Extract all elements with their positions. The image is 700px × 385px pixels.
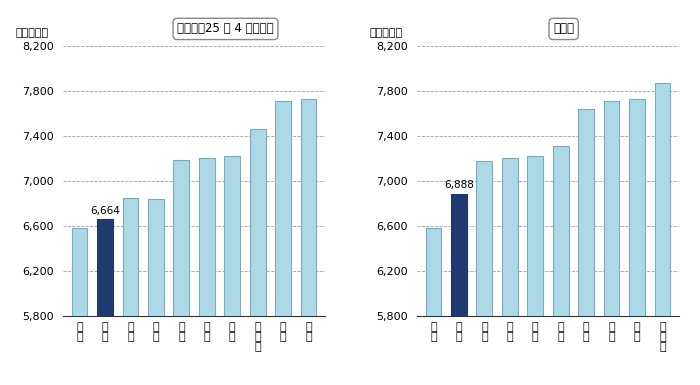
- Bar: [148, 199, 164, 316]
- Bar: [199, 159, 215, 316]
- Text: 沖
縄: 沖 縄: [280, 322, 286, 342]
- Text: 九
州: 九 州: [456, 322, 462, 342]
- Text: 東
北: 東 北: [583, 322, 589, 342]
- Text: 中
国: 中 国: [229, 322, 236, 342]
- Text: 旧料金（25 年 4 月以前）: 旧料金（25 年 4 月以前）: [177, 22, 274, 35]
- Bar: [603, 101, 620, 316]
- Text: 北
海
道: 北 海 道: [659, 322, 666, 352]
- Bar: [71, 228, 88, 316]
- Text: 関
西: 関 西: [127, 322, 134, 342]
- Text: 関
西: 関 西: [557, 322, 564, 342]
- Bar: [224, 156, 240, 316]
- Text: 北
陸: 北 陸: [430, 322, 437, 342]
- Text: 四
国: 四 国: [153, 322, 159, 342]
- Text: 6,664: 6,664: [90, 206, 120, 216]
- Bar: [122, 198, 139, 316]
- Bar: [426, 228, 441, 316]
- Text: 中
部: 中 部: [204, 322, 210, 342]
- Text: 新料金: 新料金: [553, 22, 574, 35]
- Text: 東
北: 東 北: [178, 322, 185, 342]
- Bar: [629, 99, 645, 316]
- Bar: [578, 109, 594, 316]
- Bar: [97, 219, 113, 316]
- Bar: [527, 156, 543, 316]
- Text: 四
国: 四 国: [481, 322, 488, 342]
- Bar: [654, 83, 671, 316]
- Text: 東
京: 東 京: [305, 322, 312, 342]
- Bar: [502, 159, 518, 316]
- Text: （円／月）: （円／月）: [370, 28, 402, 38]
- Bar: [477, 161, 492, 316]
- Text: 6,888: 6,888: [444, 181, 474, 190]
- Text: 九
州: 九 州: [102, 322, 108, 342]
- Text: （円／月）: （円／月）: [16, 28, 49, 38]
- Text: 沖
縄: 沖 縄: [608, 322, 615, 342]
- Text: 北
海
道: 北 海 道: [254, 322, 261, 352]
- Bar: [553, 146, 568, 316]
- Bar: [451, 194, 467, 316]
- Text: 中
部: 中 部: [506, 322, 513, 342]
- Bar: [275, 101, 291, 316]
- Text: 中
国: 中 国: [532, 322, 538, 342]
- Bar: [301, 99, 316, 316]
- Text: 北
陸: 北 陸: [76, 322, 83, 342]
- Bar: [174, 160, 189, 316]
- Text: 東
京: 東 京: [634, 322, 640, 342]
- Bar: [250, 129, 265, 316]
